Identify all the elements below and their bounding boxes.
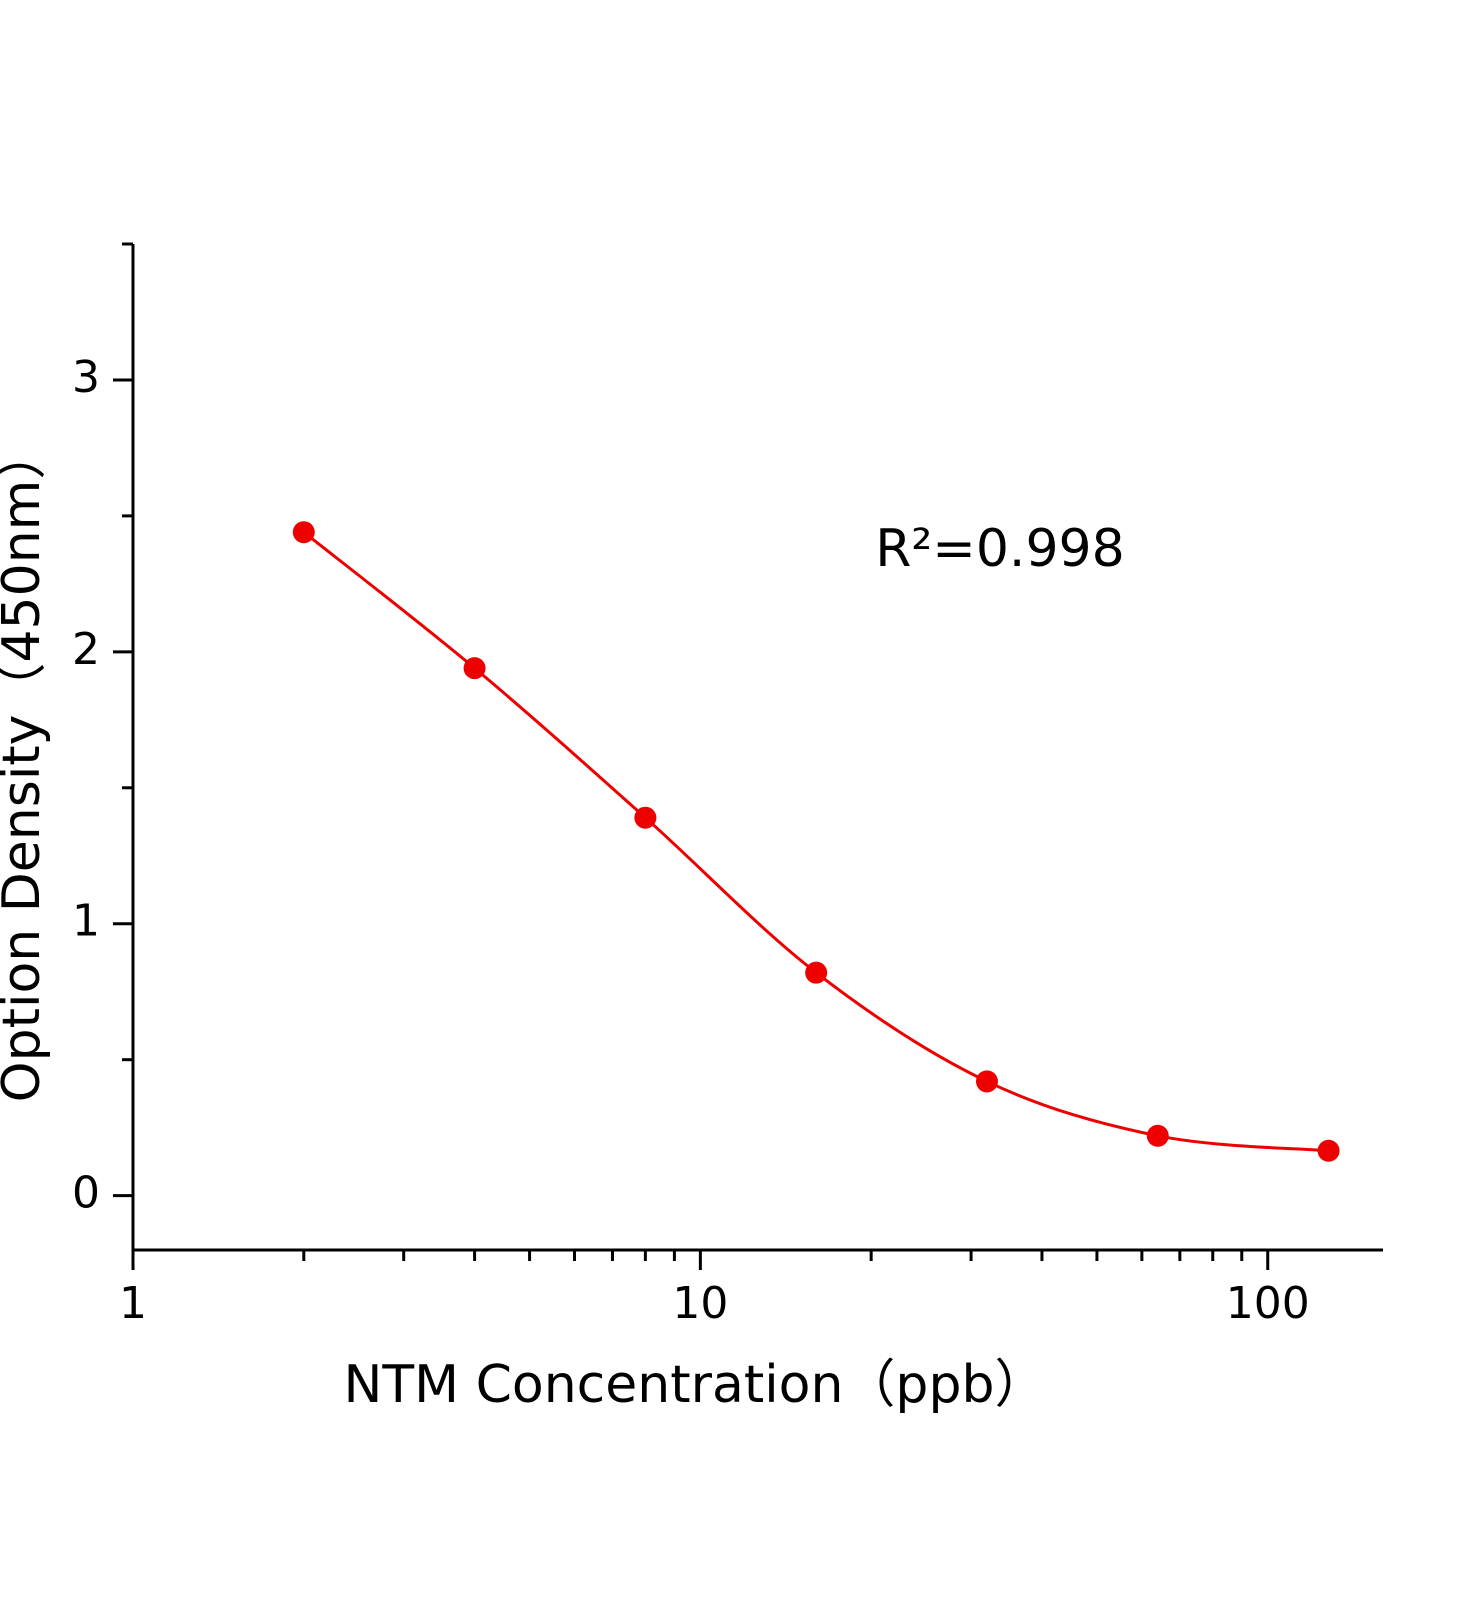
y-tick-label: 3 (72, 352, 100, 403)
x-axis-title: NTM Concentration（ppb） (344, 1355, 1047, 1415)
y-tick-label: 2 (72, 624, 100, 675)
data-point (463, 657, 486, 680)
y-axis-title: Option Density（450nm） (0, 428, 52, 1103)
data-point (292, 521, 315, 544)
data-point (634, 806, 657, 829)
x-tick-label: 1 (119, 1278, 147, 1329)
data-point (805, 961, 828, 984)
data-point (1146, 1124, 1169, 1147)
x-tick-label: 10 (672, 1278, 728, 1329)
annotation: R²=0.998 (875, 519, 1124, 579)
y-tick-label: 0 (72, 1168, 100, 1219)
x-tick-label: 100 (1226, 1278, 1310, 1329)
y-tick-label: 1 (72, 896, 100, 947)
fit-line (302, 531, 1329, 1153)
data-point (1317, 1139, 1340, 1162)
data-point (975, 1070, 998, 1093)
